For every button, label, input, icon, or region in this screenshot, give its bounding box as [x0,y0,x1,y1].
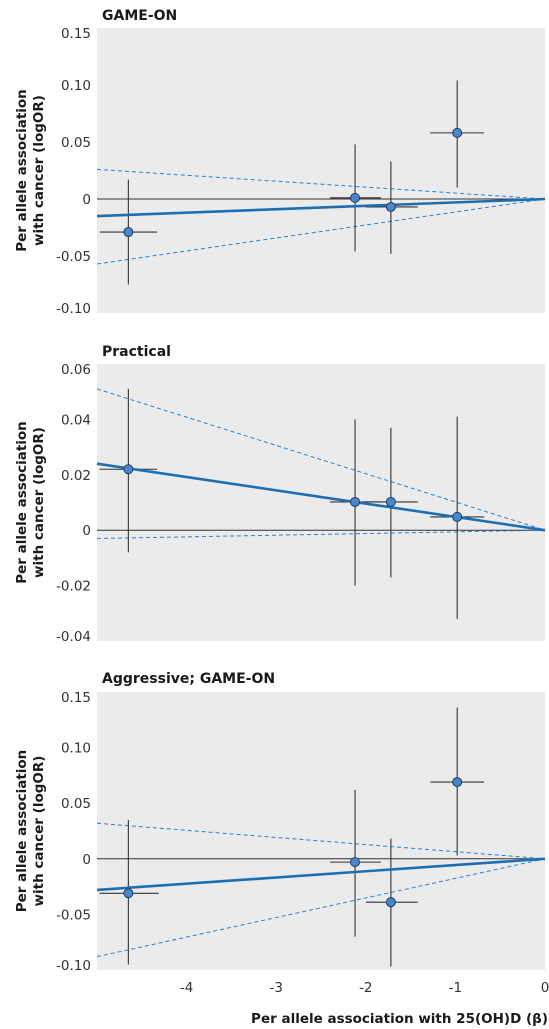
data-point [350,192,361,203]
data-point [350,857,361,868]
y-axis-label-line: with cancer (logOR) [31,756,47,907]
y-tick-label: -0.10 [56,301,91,317]
x-tick-label: -2 [359,980,372,996]
y-tick-label: 0 [82,523,91,539]
data-point [385,201,396,212]
x-tick-label: -1 [449,980,462,996]
y-axis-label: Per allele associationwith cancer (logOR… [14,750,47,913]
x-tick-label: 0 [541,980,549,996]
y-tick-label: -0.05 [56,907,91,923]
y-tick-label: 0.05 [61,135,91,151]
data-point [452,777,463,788]
fit-line [96,462,546,532]
panel-title: Aggressive; GAME-ON [102,671,275,687]
y-tick-label: 0.15 [61,26,91,42]
y-axis-label-line: with cancer (logOR) [31,95,47,246]
y-tick-label: 0.10 [61,78,91,94]
data-point [385,897,396,908]
panel-1: GAME-ON Per allele associationwith cancer… [14,8,546,317]
y-tick-label: 0.04 [61,412,91,428]
data-point [123,464,134,475]
data-point [350,496,361,507]
data-point [123,888,134,899]
y-tick-label: 0 [82,852,91,868]
panel-title: GAME-ON [102,8,177,24]
ci-upper-line [96,822,546,860]
y-tick-label: 0.10 [61,741,91,757]
x-tick-label: -3 [269,980,282,996]
data-point [385,496,396,507]
y-tick-label: -0.04 [56,629,91,645]
y-axis-label: Per allele associationwith cancer (logOR… [14,421,47,584]
data-point [123,227,134,238]
y-axis-label-line: Per allele association [14,750,30,913]
y-tick-label: -0.10 [56,958,91,974]
y-tick-label: 0.15 [61,690,91,706]
y-axis-label-line: Per allele association [14,89,30,252]
y-tick-label: 0 [82,192,91,208]
y-tick-label: 0.05 [61,796,91,812]
ci-lower-line [96,198,546,265]
y-tick-label: -0.02 [56,579,91,595]
x-tick-label: -4 [180,980,193,996]
ci-lower-line [96,529,546,540]
fit-line [96,197,546,218]
plot-background [97,364,545,641]
ci-upper-line [96,388,546,531]
y-tick-label: 0.06 [61,362,91,378]
y-tick-label: -0.05 [56,249,91,265]
panel-title: Practical [102,344,171,360]
panel-2: Practical Per allele associationwith canc… [14,344,546,645]
y-tick-label: 0.02 [61,468,91,484]
y-axis-label-line: with cancer (logOR) [31,427,47,578]
plot-background [97,28,545,313]
x-axis-label: Per allele association with 25(OH)D (β) [251,1011,548,1027]
y-axis-label-line: Per allele association [14,421,30,584]
fit-line [96,857,546,892]
y-axis-label: Per allele associationwith cancer (logOR… [14,89,47,252]
panel-3: Aggressive; GAME-ON Per allele associatio… [14,671,549,1027]
ci-upper-line [96,168,546,200]
data-point [452,127,463,138]
data-point [452,511,463,522]
plot-background [97,692,545,970]
